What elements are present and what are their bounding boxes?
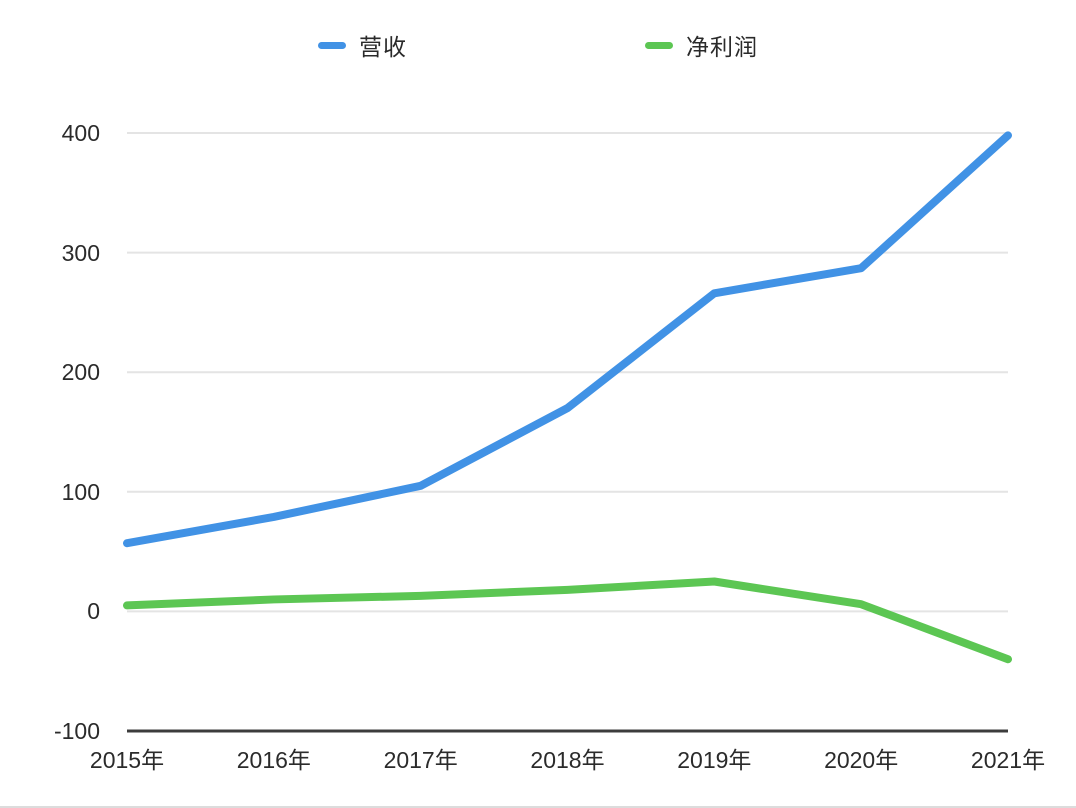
revenue-line-swatch-icon (318, 41, 346, 49)
x-axis-tick-label: 2021年 (970, 747, 1046, 773)
legend-item-revenue[interactable]: 营收 (318, 28, 407, 62)
legend-label-net-profit: 净利润 (686, 34, 758, 60)
legend-item-net-profit[interactable]: 净利润 (645, 28, 758, 62)
y-axis-tick-label: 200 (61, 359, 100, 386)
x-axis-tick-label: 2018年 (530, 747, 605, 773)
y-axis-tick-label: -100 (53, 718, 100, 744)
series-line-1 (123, 577, 1012, 664)
x-axis-tick-label: 2019年 (677, 747, 752, 773)
y-axis-tick-label: 400 (61, 120, 100, 146)
legend-label-revenue: 营收 (359, 34, 407, 60)
y-axis-tick-label: 300 (61, 239, 100, 266)
x-axis-tick-label: 2015年 (89, 747, 165, 773)
x-axis-tick-label: 2016年 (236, 747, 311, 773)
x-axis-tick-label: 2017年 (383, 747, 458, 773)
net-profit-line-swatch-icon (645, 41, 673, 49)
chart-legend: 营收 净利润 (0, 28, 1076, 62)
y-axis-tick-label: 0 (87, 598, 100, 625)
y-axis-tick-label: 100 (61, 478, 100, 505)
series-line-0 (123, 131, 1012, 548)
x-axis-tick-label: 2020年 (824, 747, 899, 773)
divider (0, 806, 1076, 808)
